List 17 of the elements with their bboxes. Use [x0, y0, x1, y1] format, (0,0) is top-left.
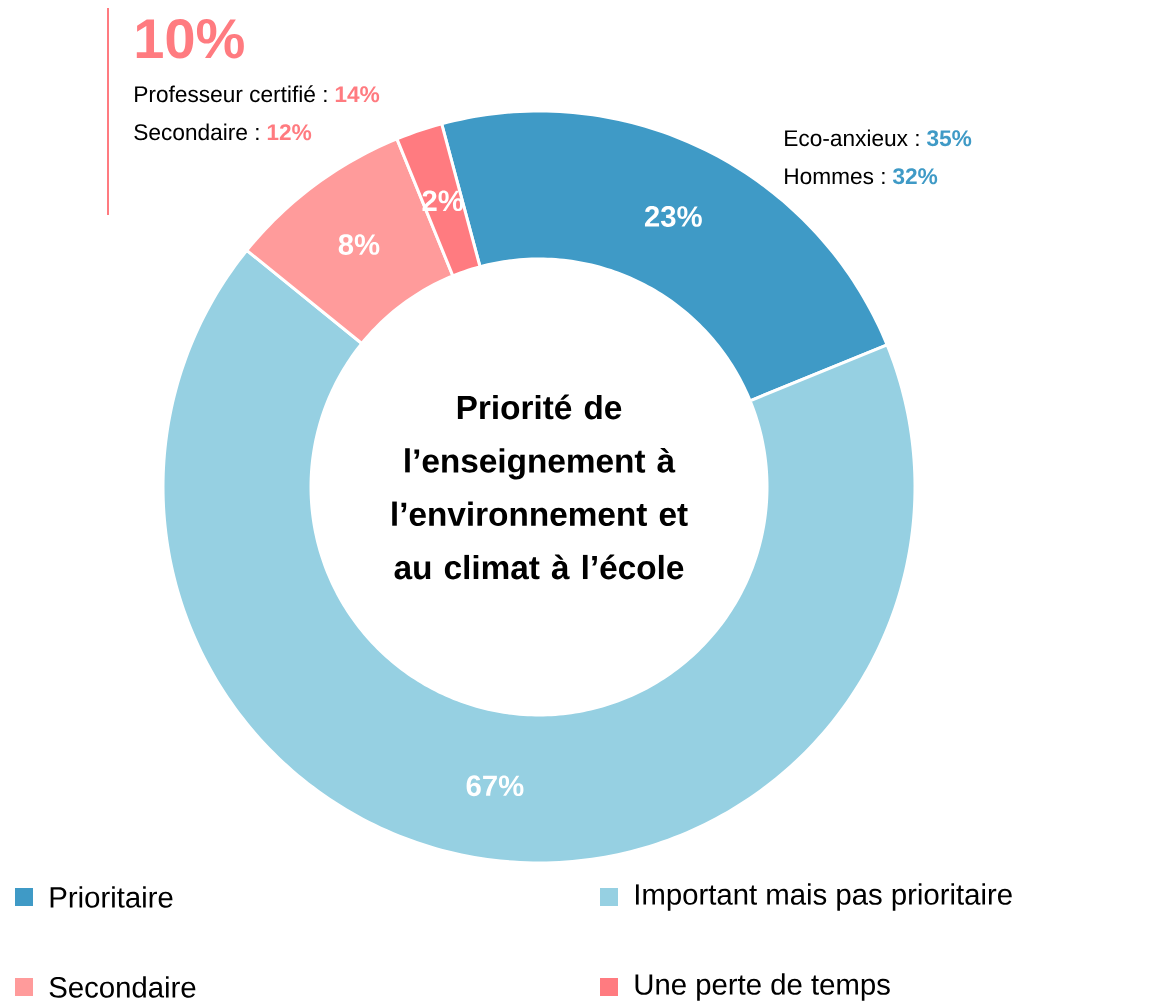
text: 35%: [926, 130, 972, 147]
text: 10%: [136, 18, 244, 59]
text: Hommes :: [785, 168, 885, 185]
text: Professeur certifié :: [135, 85, 327, 103]
data-label: 23%: [644, 206, 702, 227]
text: Secondaire :: [134, 123, 259, 141]
text: 32%: [892, 168, 938, 185]
legend-label: Important mais pas prioritaire: [635, 883, 1012, 911]
legend-label: Secondaire: [49, 976, 196, 998]
data-label: 67%: [466, 775, 524, 797]
text: Priorité de l’enseignement à l’environnement et au climat à l’école: [392, 394, 688, 580]
legend-label: Une perte de temps: [635, 973, 890, 1001]
text: Eco-anxieux :: [785, 129, 919, 147]
text: 14%: [335, 86, 380, 103]
legend-label: Prioritaire: [50, 886, 173, 908]
text: 12%: [267, 124, 312, 141]
data-label: 8%: [338, 234, 380, 255]
